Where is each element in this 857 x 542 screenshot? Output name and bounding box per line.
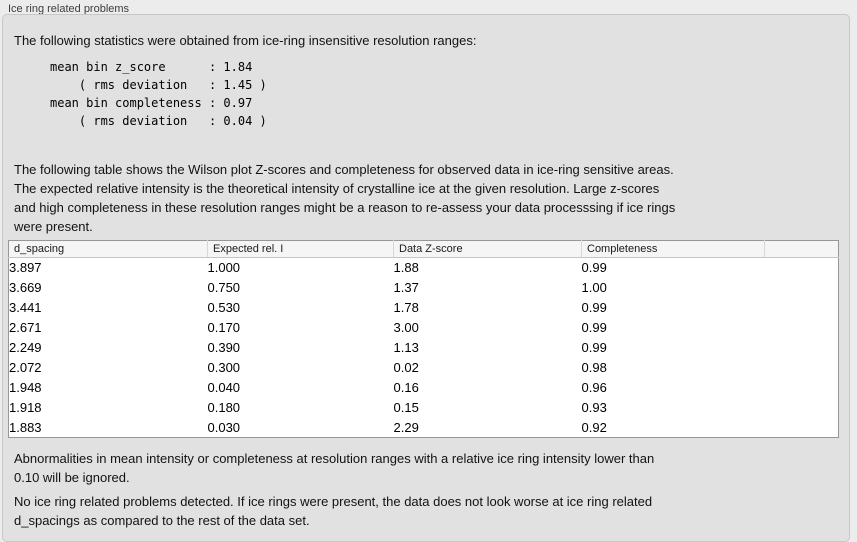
table-row[interactable]: 3.441 0.530 1.78 0.99 [9, 298, 839, 318]
table-cell-filler [765, 418, 839, 438]
table-cell: 3.00 [393, 320, 419, 335]
table-cell: 0.99 [581, 320, 607, 335]
table-cell: 0.750 [207, 280, 241, 295]
table-cell: 1.78 [393, 300, 419, 315]
table-cell: 0.300 [207, 360, 241, 375]
table-cell: 0.96 [581, 380, 607, 395]
column-header-data-z-score[interactable]: Data Z-score [393, 240, 582, 258]
table-row[interactable]: 3.669 0.750 1.37 1.00 [9, 278, 839, 298]
ice-ring-list-control: d_spacing Expected rel. I Data Z-score C… [8, 240, 839, 438]
table-row[interactable]: 1.948 0.040 0.16 0.96 [9, 378, 839, 398]
table-cell: 1.000 [207, 260, 241, 276]
table-cell: 0.99 [581, 340, 607, 355]
table-row[interactable]: 1.883 0.030 2.29 0.92 [9, 418, 839, 438]
table-cell: 1.918 [9, 400, 42, 415]
table-cell-filler [765, 398, 839, 418]
table-cell: 0.530 [207, 300, 241, 315]
table-cell: 1.00 [581, 280, 607, 295]
table-cell-filler [765, 278, 839, 298]
table-cell: 1.948 [9, 380, 42, 395]
table-cell: 1.13 [393, 340, 419, 355]
table-cell: 0.02 [393, 360, 419, 375]
table-cell: 0.030 [207, 419, 241, 435]
table-row[interactable]: 2.072 0.300 0.02 0.98 [9, 358, 839, 378]
table-cell: 2.671 [9, 320, 42, 335]
table-header: d_spacing Expected rel. I Data Z-score C… [8, 240, 839, 258]
table-cell: 1.88 [393, 260, 419, 276]
table-cell: 2.249 [9, 340, 42, 355]
table-cell: 3.669 [9, 280, 42, 295]
column-header-filler [764, 240, 839, 258]
table-body: 3.897 1.000 1.88 0.99 3.669 0.750 1.37 1.00 3.44… [9, 258, 839, 438]
table-row[interactable]: 3.897 1.000 1.88 0.99 [9, 258, 839, 278]
table-cell-filler [765, 318, 839, 338]
ice-ring-table: d_spacing Expected rel. I Data Z-score C… [8, 240, 839, 438]
table-cell: 0.98 [581, 360, 607, 375]
table-cell: 0.93 [581, 400, 607, 415]
ice-ring-panel: The following statistics were obtained f… [2, 14, 850, 542]
table-cell: 1.37 [393, 280, 419, 295]
statistics-block: mean bin z_score : 1.84 ( rms deviation … [50, 60, 267, 128]
table-cell: 0.92 [581, 419, 607, 435]
table-row[interactable]: 2.671 0.170 3.00 0.99 [9, 318, 839, 338]
table-cell-filler [765, 338, 839, 358]
table-cell: 0.15 [393, 400, 419, 415]
table-cell-filler [765, 378, 839, 398]
table-cell-filler [765, 258, 839, 278]
table-cell: 0.99 [581, 260, 607, 276]
table-cell: 0.180 [207, 400, 241, 415]
table-cell: 0.170 [207, 320, 241, 335]
table-row[interactable]: 2.249 0.390 1.13 0.99 [9, 338, 839, 358]
ignore-note-text: Abnormalities in mean intensity or compl… [14, 451, 655, 485]
table-cell: 0.390 [207, 340, 241, 355]
panel-title: Ice ring related problems [8, 3, 130, 15]
column-header-expected-rel-i[interactable]: Expected rel. I [207, 240, 394, 258]
table-cell: 2.072 [9, 360, 42, 375]
table-cell: 3.441 [9, 300, 42, 315]
table-cell-filler [765, 358, 839, 378]
table-cell-filler [765, 298, 839, 318]
column-header-d-spacing[interactable]: d_spacing [8, 240, 208, 258]
table-description-text: The following table shows the Wilson plo… [14, 162, 676, 234]
column-header-completeness[interactable]: Completeness [581, 240, 765, 258]
table-cell: 0.99 [581, 300, 607, 315]
table-cell: 1.883 [9, 419, 42, 435]
conclusion-text: No ice ring related problems detected. I… [14, 494, 653, 528]
table-cell: 0.16 [393, 380, 419, 395]
table-cell: 3.897 [9, 260, 42, 276]
table-row[interactable]: 1.918 0.180 0.15 0.93 [9, 398, 839, 418]
table-cell: 2.29 [393, 419, 419, 435]
table-cell: 0.040 [207, 380, 241, 395]
intro-text: The following statistics were obtained f… [14, 33, 477, 48]
